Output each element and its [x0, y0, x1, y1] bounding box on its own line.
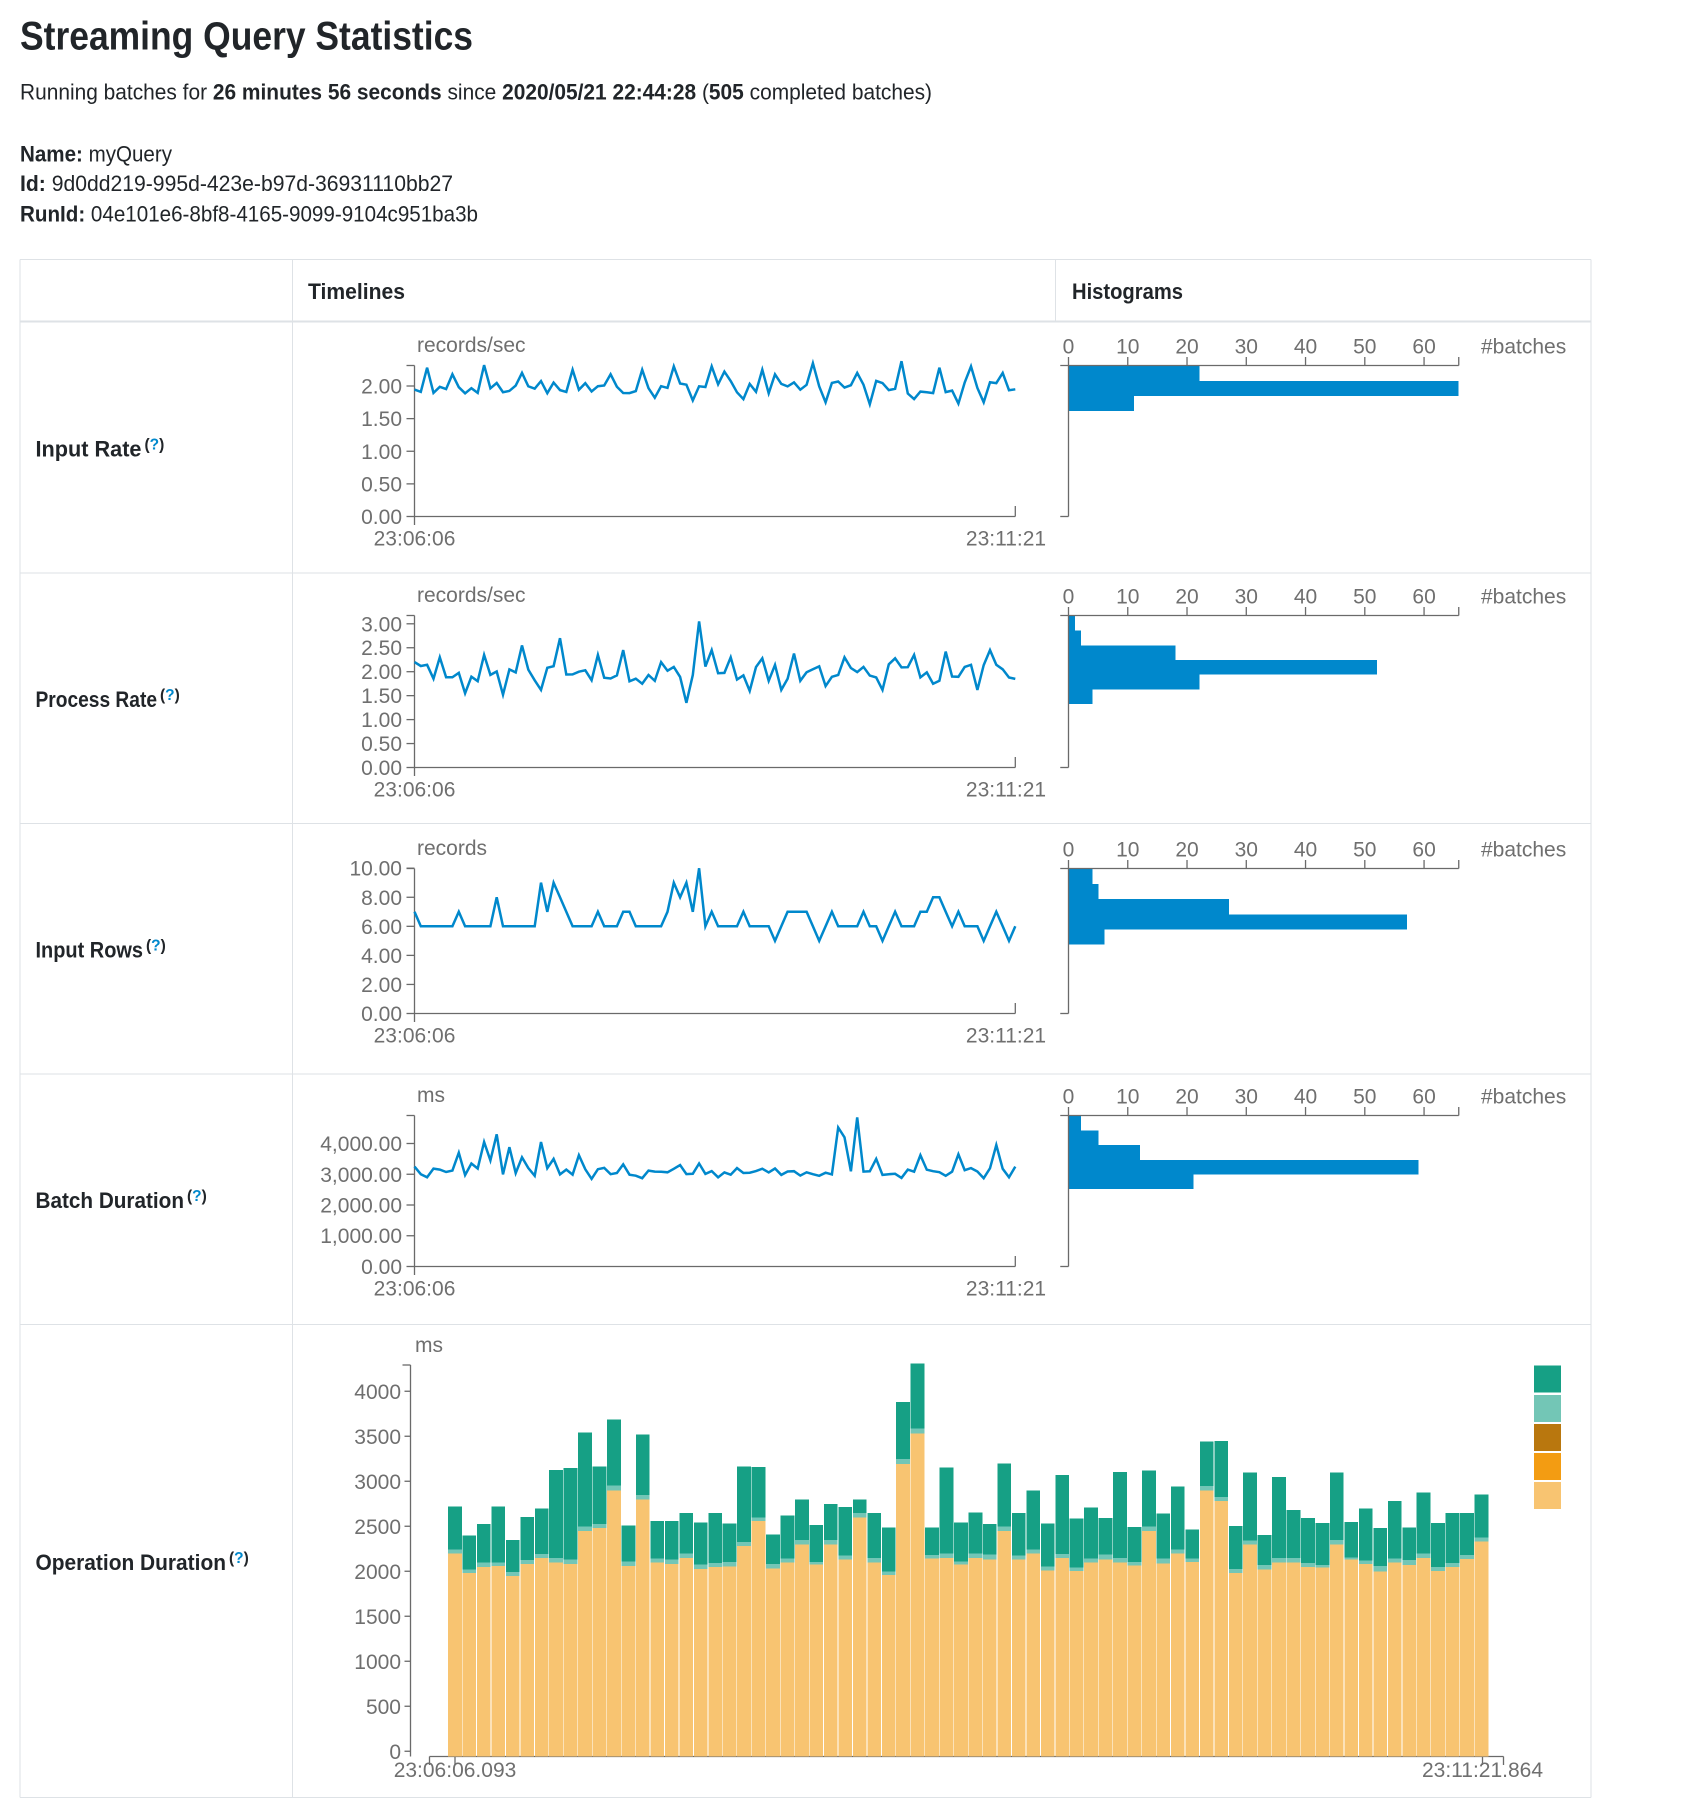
svg-text:0.00: 0.00 — [361, 1256, 402, 1279]
svg-text:50: 50 — [1353, 335, 1376, 358]
svg-text:0.50: 0.50 — [361, 473, 402, 496]
svg-text:2500: 2500 — [354, 1516, 401, 1539]
svg-text:4000: 4000 — [354, 1381, 401, 1404]
svg-text:Timelines: Timelines — [308, 279, 405, 304]
svg-text:23:11:21: 23:11:21 — [966, 528, 1046, 551]
svg-text:0.50: 0.50 — [361, 733, 402, 756]
svg-text:23:11:21.864: 23:11:21.864 — [1422, 1759, 1543, 1782]
svg-text:23:06:06: 23:06:06 — [374, 779, 456, 802]
svg-text:ms: ms — [415, 1334, 443, 1357]
svg-text:0.00: 0.00 — [361, 506, 402, 529]
svg-text:Process Rate: Process Rate — [36, 687, 158, 712]
svg-text:0: 0 — [1063, 1085, 1075, 1108]
svg-text:1.00: 1.00 — [361, 709, 402, 732]
svg-text:1500: 1500 — [354, 1606, 401, 1629]
svg-text:2000: 2000 — [354, 1561, 401, 1584]
svg-text:Id: 9d0dd219-995d-423e-b97d-36: Id: 9d0dd219-995d-423e-b97d-36931110bb27 — [20, 171, 453, 196]
svg-text:10: 10 — [1116, 335, 1139, 358]
svg-text:(?): (?) — [160, 687, 180, 704]
svg-text:50: 50 — [1353, 838, 1376, 861]
svg-text:records: records — [417, 837, 487, 860]
svg-text:#batches: #batches — [1481, 585, 1566, 608]
svg-text:ms: ms — [417, 1084, 445, 1107]
svg-text:3.00: 3.00 — [361, 613, 402, 636]
svg-text:6.00: 6.00 — [361, 916, 402, 939]
svg-text:0.00: 0.00 — [361, 1003, 402, 1026]
svg-text:2,000.00: 2,000.00 — [320, 1195, 402, 1218]
svg-text:8.00: 8.00 — [361, 887, 402, 910]
svg-text:Name: myQuery: Name: myQuery — [20, 142, 172, 167]
svg-text:1.50: 1.50 — [361, 685, 402, 708]
svg-text:10: 10 — [1116, 585, 1139, 608]
svg-text:20: 20 — [1175, 838, 1198, 861]
svg-text:4,000.00: 4,000.00 — [320, 1133, 402, 1156]
svg-text:23:06:06: 23:06:06 — [374, 1278, 456, 1301]
svg-text:(?): (?) — [229, 1550, 249, 1567]
svg-text:0.00: 0.00 — [361, 757, 402, 780]
svg-text:20: 20 — [1175, 1085, 1198, 1108]
svg-text:0: 0 — [1063, 585, 1075, 608]
svg-text:RunId: 04e101e6-8bf8-4165-9099: RunId: 04e101e6-8bf8-4165-9099-9104c951b… — [20, 202, 478, 227]
svg-text:10: 10 — [1116, 838, 1139, 861]
svg-text:30: 30 — [1235, 838, 1258, 861]
svg-text:1000: 1000 — [354, 1651, 401, 1674]
svg-text:50: 50 — [1353, 585, 1376, 608]
svg-text:#batches: #batches — [1481, 838, 1566, 861]
svg-text:3500: 3500 — [354, 1426, 401, 1449]
svg-text:30: 30 — [1235, 1085, 1258, 1108]
svg-text:#batches: #batches — [1481, 1085, 1566, 1108]
svg-text:2.00: 2.00 — [361, 974, 402, 997]
svg-text:23:11:21: 23:11:21 — [966, 779, 1046, 802]
svg-text:3000: 3000 — [354, 1471, 401, 1494]
svg-text:records/sec: records/sec — [417, 334, 526, 357]
svg-text:30: 30 — [1235, 335, 1258, 358]
svg-text:60: 60 — [1412, 585, 1435, 608]
svg-text:20: 20 — [1175, 585, 1198, 608]
svg-text:Batch Duration: Batch Duration — [36, 1188, 185, 1213]
svg-text:10.00: 10.00 — [349, 858, 402, 881]
svg-text:3,000.00: 3,000.00 — [320, 1164, 402, 1187]
svg-text:2.00: 2.00 — [361, 661, 402, 684]
svg-text:0: 0 — [1063, 335, 1075, 358]
svg-text:Input Rate: Input Rate — [36, 437, 142, 462]
svg-text:10: 10 — [1116, 1085, 1139, 1108]
svg-text:40: 40 — [1294, 335, 1317, 358]
svg-text:23:11:21: 23:11:21 — [966, 1025, 1046, 1048]
svg-text:0: 0 — [1063, 838, 1075, 861]
svg-text:(?): (?) — [187, 1188, 207, 1205]
svg-text:(?): (?) — [145, 437, 165, 454]
svg-text:60: 60 — [1412, 838, 1435, 861]
svg-text:40: 40 — [1294, 1085, 1317, 1108]
svg-text:23:06:06: 23:06:06 — [374, 1025, 456, 1048]
svg-text:Input Rows: Input Rows — [36, 938, 144, 963]
svg-text:Streaming Query Statistics: Streaming Query Statistics — [20, 15, 473, 59]
svg-text:#batches: #batches — [1481, 335, 1566, 358]
svg-text:2.50: 2.50 — [361, 637, 402, 660]
svg-text:500: 500 — [366, 1696, 401, 1719]
svg-text:2.00: 2.00 — [361, 376, 402, 399]
svg-text:30: 30 — [1235, 585, 1258, 608]
svg-text:40: 40 — [1294, 838, 1317, 861]
svg-text:60: 60 — [1412, 1085, 1435, 1108]
svg-text:23:06:06: 23:06:06 — [374, 528, 456, 551]
svg-text:Running batches for 26 minutes: Running batches for 26 minutes 56 second… — [20, 80, 932, 105]
svg-text:1.00: 1.00 — [361, 441, 402, 464]
svg-text:23:11:21: 23:11:21 — [966, 1278, 1046, 1301]
svg-text:1.50: 1.50 — [361, 408, 402, 431]
svg-text:4.00: 4.00 — [361, 945, 402, 968]
svg-text:(?): (?) — [146, 938, 166, 955]
svg-text:60: 60 — [1412, 335, 1435, 358]
svg-text:Operation Duration: Operation Duration — [36, 1550, 227, 1575]
svg-text:23:06:06.093: 23:06:06.093 — [394, 1759, 517, 1782]
svg-text:records/sec: records/sec — [417, 584, 526, 607]
svg-text:1,000.00: 1,000.00 — [320, 1225, 402, 1248]
svg-text:50: 50 — [1353, 1085, 1376, 1108]
svg-text:40: 40 — [1294, 585, 1317, 608]
svg-text:20: 20 — [1175, 335, 1198, 358]
svg-text:Histograms: Histograms — [1072, 279, 1183, 304]
svg-text:0: 0 — [389, 1741, 401, 1764]
